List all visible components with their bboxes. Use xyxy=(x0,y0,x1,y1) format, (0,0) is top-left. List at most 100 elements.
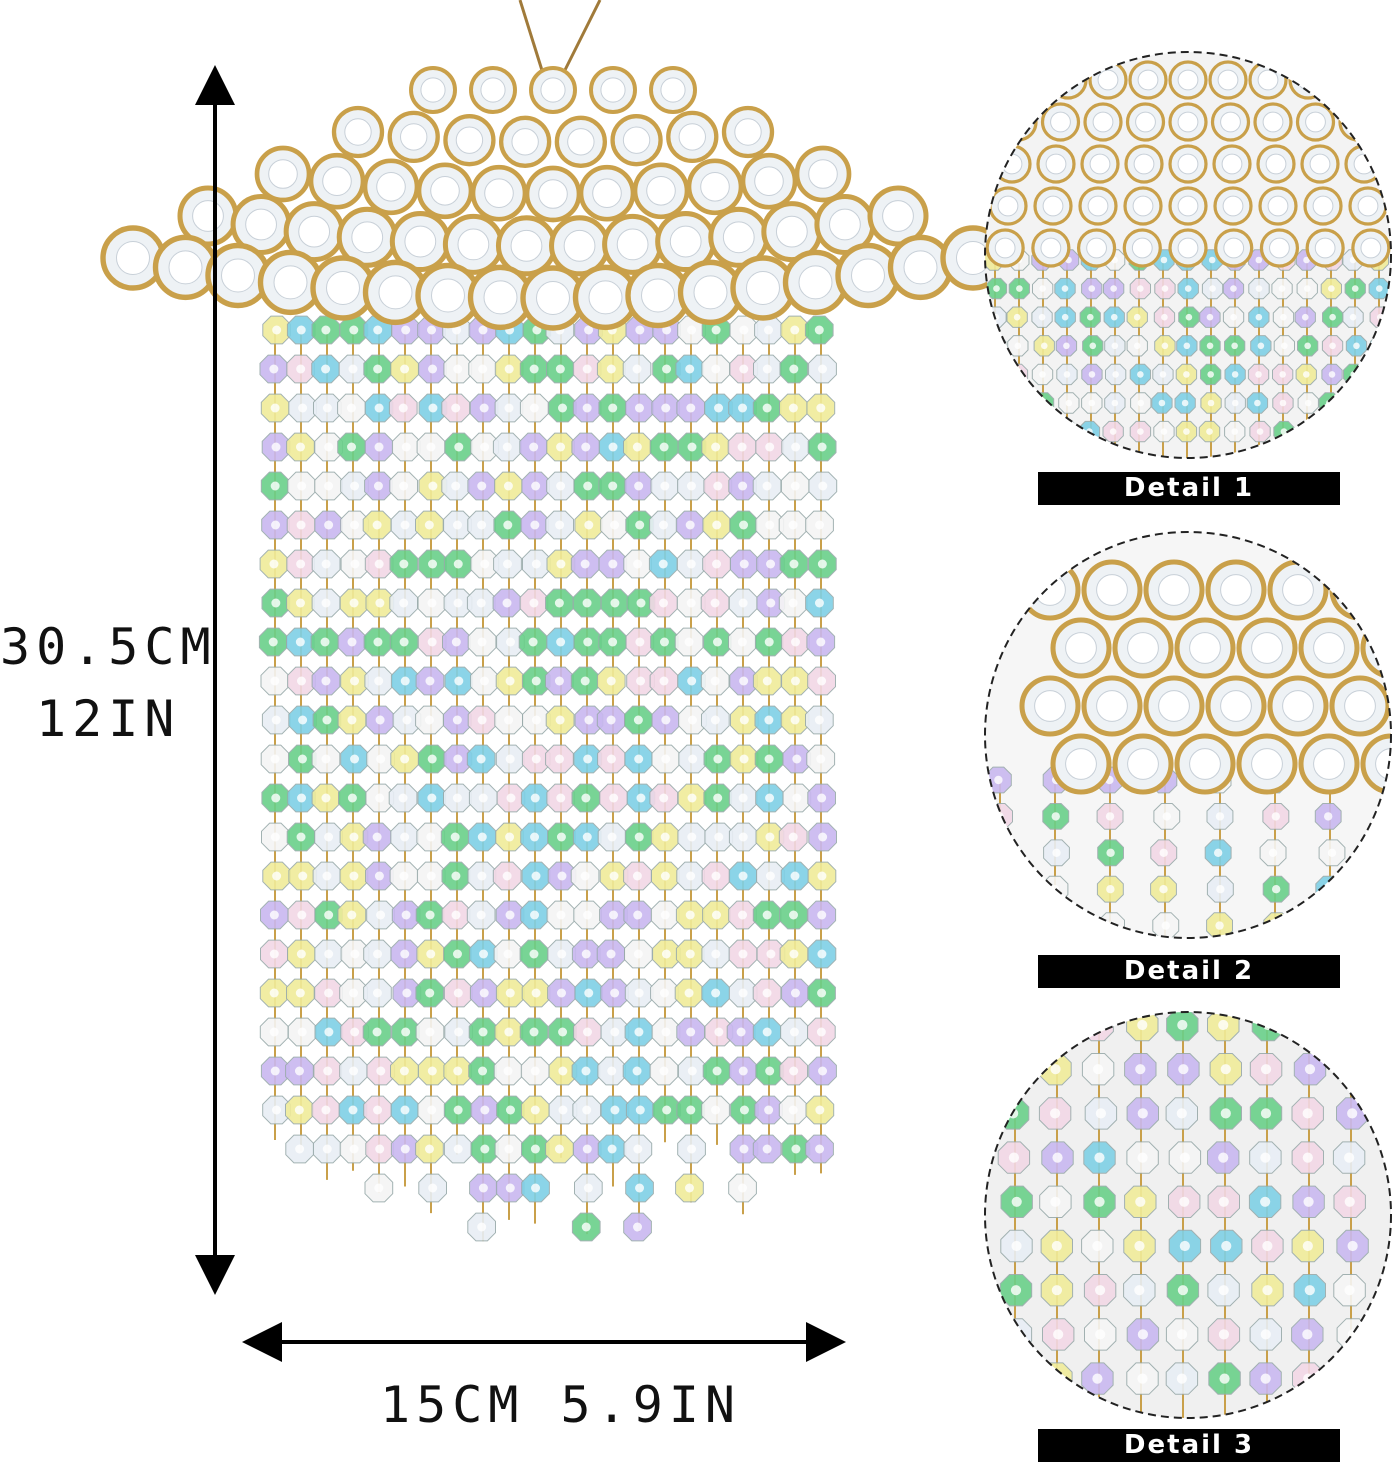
bead-highlight xyxy=(478,793,488,803)
bead-highlight xyxy=(632,364,642,374)
bead-highlight xyxy=(710,676,720,686)
crystal xyxy=(1086,237,1107,259)
bead-highlight xyxy=(582,832,592,842)
bead-highlight xyxy=(687,1144,697,1154)
bead-highlight xyxy=(1218,1152,1229,1163)
bead-highlight xyxy=(606,754,616,764)
bead-highlight xyxy=(1011,1196,1022,1207)
bead-highlight xyxy=(427,754,437,764)
bead-highlight xyxy=(1017,428,1025,435)
crystal xyxy=(588,280,623,315)
bead-highlight xyxy=(1353,342,1360,350)
bead-highlight xyxy=(478,1027,488,1037)
crystal xyxy=(660,77,686,103)
bead-highlight xyxy=(504,1144,514,1154)
bead-highlight xyxy=(1051,1373,1062,1384)
bead-highlight xyxy=(1063,342,1070,350)
bead-highlight xyxy=(399,871,409,881)
crystal xyxy=(1251,748,1283,780)
bead-highlight xyxy=(608,559,618,569)
bead-highlight xyxy=(479,988,489,998)
bead-highlight xyxy=(765,871,775,881)
bead-highlight xyxy=(504,403,514,413)
bead-highlight xyxy=(1109,428,1117,435)
bead-highlight xyxy=(424,715,434,725)
bead-highlight xyxy=(738,481,748,491)
bead-highlight xyxy=(765,793,775,803)
crystal xyxy=(326,271,360,305)
bead-highlight xyxy=(531,559,541,569)
bead-highlight xyxy=(1013,313,1021,321)
bead-highlight xyxy=(1016,285,1023,292)
bead-highlight xyxy=(505,988,515,998)
bead-highlight xyxy=(372,520,382,530)
bead-highlight xyxy=(350,481,360,491)
crystal-bead xyxy=(1292,1012,1326,1042)
bead-highlight xyxy=(479,403,489,413)
bead-highlight xyxy=(710,715,720,725)
bead-highlight xyxy=(1093,1064,1104,1075)
crystal-bead xyxy=(1344,392,1367,414)
bead-highlight xyxy=(1010,1285,1022,1296)
crystal xyxy=(1177,237,1199,259)
bead-highlight xyxy=(686,481,696,491)
bead-highlight xyxy=(1161,285,1169,292)
bead-highlight xyxy=(480,442,490,452)
bead-highlight xyxy=(270,481,280,491)
bead-highlight xyxy=(505,754,515,764)
bead-highlight xyxy=(1347,1373,1358,1384)
bead-highlight xyxy=(530,910,540,920)
bead-highlight xyxy=(580,676,590,686)
bead-highlight xyxy=(1176,1108,1187,1119)
bead-highlight xyxy=(349,871,359,881)
bead-highlight xyxy=(270,403,280,413)
bead-highlight xyxy=(1271,812,1281,821)
bead-highlight xyxy=(324,520,334,530)
crystal-bead xyxy=(1368,392,1391,414)
bead-highlight xyxy=(322,715,332,725)
bead-highlight xyxy=(502,598,512,608)
bead-highlight xyxy=(557,871,567,881)
crystal xyxy=(344,118,372,146)
crystal-bead xyxy=(1366,420,1389,443)
bead-highlight xyxy=(400,949,410,959)
bead-highlight xyxy=(399,1066,409,1076)
bead-highlight xyxy=(1302,371,1310,378)
bead-highlight xyxy=(1039,285,1046,292)
bead-highlight xyxy=(1218,1196,1229,1207)
bead-highlight xyxy=(373,949,383,959)
bead-highlight xyxy=(1137,285,1144,292)
bead-highlight xyxy=(581,793,591,803)
bead-highlight xyxy=(295,637,305,647)
bead-highlight xyxy=(503,949,513,959)
bead-highlight xyxy=(737,442,747,452)
bead-highlight xyxy=(581,949,591,959)
crystal xyxy=(882,200,914,232)
bead-highlight xyxy=(634,403,644,413)
bead-highlight xyxy=(502,871,512,881)
bead-highlight xyxy=(584,520,594,530)
bead-highlight xyxy=(1052,848,1061,857)
bead-highlight xyxy=(788,520,798,530)
bead-highlight xyxy=(349,988,359,998)
bead-highlight xyxy=(1206,342,1214,350)
bead-highlight xyxy=(1262,1240,1273,1252)
bead-highlight xyxy=(583,481,593,491)
bead-highlight xyxy=(297,754,307,764)
bead-highlight xyxy=(1230,285,1237,292)
crystal xyxy=(1089,153,1111,175)
bead-highlight xyxy=(610,520,620,530)
bead-highlight xyxy=(1159,371,1167,378)
bead-highlight xyxy=(790,637,800,647)
crystal-ring xyxy=(1288,60,1328,100)
bead-highlight xyxy=(428,1183,438,1193)
bead-highlight xyxy=(427,325,437,335)
bead-highlight xyxy=(635,1183,645,1193)
bead-highlight xyxy=(659,637,669,647)
bead-highlight xyxy=(582,403,592,413)
crystal xyxy=(1189,632,1221,664)
bead-highlight xyxy=(1345,1019,1356,1031)
bead-highlight xyxy=(581,1222,591,1232)
crystal xyxy=(168,250,203,285)
bead-highlight xyxy=(762,988,772,998)
